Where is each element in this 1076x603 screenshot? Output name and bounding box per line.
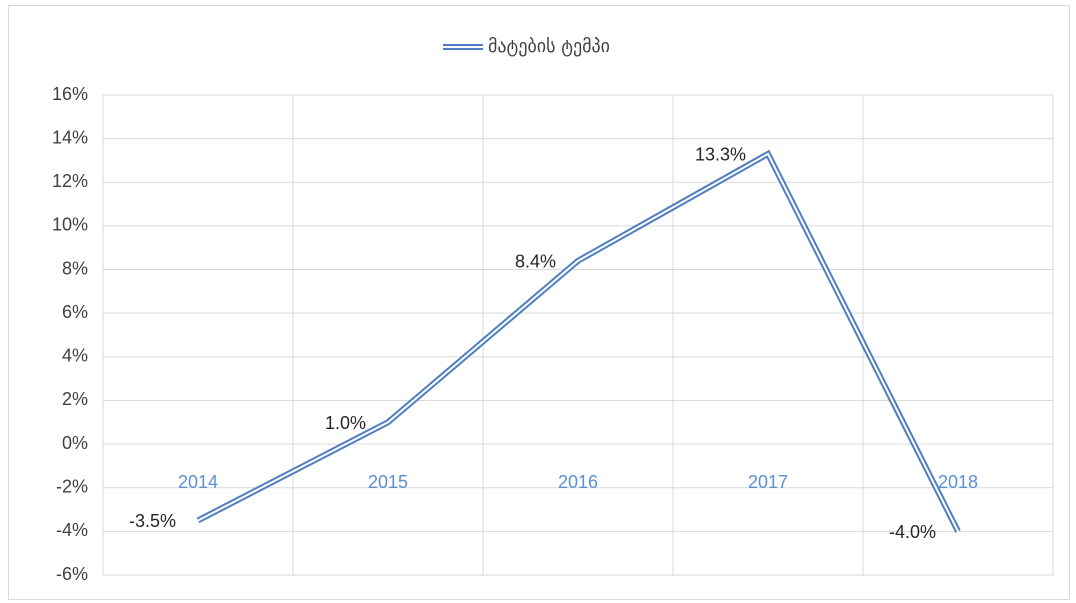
y-tick-label: 2% (62, 389, 88, 409)
y-tick-label: 14% (52, 127, 88, 147)
x-tick-label: 2015 (368, 472, 408, 492)
y-tick-label: -6% (56, 564, 88, 584)
x-tick-label: 2018 (938, 472, 978, 492)
data-label: 13.3% (695, 145, 746, 165)
y-tick-label: 6% (62, 302, 88, 322)
line-inner (197, 152, 959, 532)
y-tick-label: 12% (52, 171, 88, 191)
y-tick-label: -2% (56, 476, 88, 496)
data-label: 1.0% (325, 413, 366, 433)
y-tick-label: 4% (62, 346, 88, 366)
x-tick-label: 2016 (558, 472, 598, 492)
y-tick-label: 16% (52, 84, 88, 104)
x-tick-label: 2014 (178, 472, 218, 492)
y-tick-label: -4% (56, 520, 88, 540)
y-tick-label: 10% (52, 215, 88, 235)
data-label: -4.0% (889, 522, 936, 542)
data-label: -3.5% (129, 511, 176, 531)
y-tick-label: 0% (62, 433, 88, 453)
chart-border (8, 5, 1070, 600)
x-tick-label: 2017 (748, 472, 788, 492)
legend-label: მატების ტემპი (488, 36, 610, 57)
y-tick-label: 8% (62, 258, 88, 278)
data-label: 8.4% (515, 252, 556, 272)
